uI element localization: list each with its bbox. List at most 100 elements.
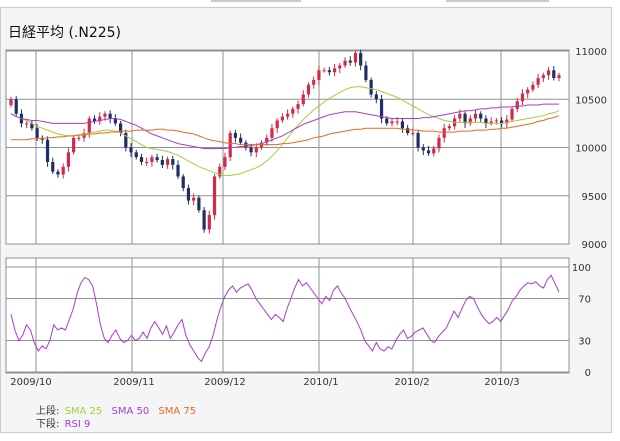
candle-body [520,93,525,102]
candle-body [124,133,128,148]
candle-body [35,128,39,138]
legend-upper-label: 上段: [36,406,60,417]
candle-body [186,188,191,201]
candle-body [322,70,326,72]
legend-lower-label: 下段: [36,419,60,430]
candle-body [45,139,50,162]
legend-upper-row: 上段: SMA 25 SMA 50 SMA 75 [36,405,196,418]
candle-body [312,79,316,85]
candle-body [113,118,117,124]
candle-body [249,147,253,153]
candle-body [400,121,405,129]
candle-body [531,84,535,90]
sma50-line [10,103,559,149]
candle-body [390,121,394,124]
rsi-y-tick-label: 0 [585,368,591,379]
candle-body [426,150,431,154]
candle-body [291,108,295,114]
rsi-y-tick-label: 30 [578,337,591,348]
candlestick-series [9,49,561,234]
candle-body [176,164,180,177]
x-tick-label: 2010/3 [484,377,519,388]
rsi9-line [10,274,560,363]
price-grid [5,50,570,245]
chart-svg: 9000 9500 10000 10500 11000 0 30 70 100 2009/10… [5,47,607,388]
candle-body [327,70,331,73]
rsi-series [10,274,560,363]
candle-body [197,197,201,211]
candle-body [301,94,305,105]
price-y-tick-label: 9500 [582,192,607,203]
candle-body [61,166,65,175]
candle-body [499,120,504,124]
candle-body [25,123,29,125]
candle-body [348,60,352,63]
candle-body [139,157,144,162]
candle-body [468,118,472,124]
candle-body [395,121,399,123]
candle-body [458,113,462,119]
candle-body [254,147,258,153]
candle-body [270,128,274,138]
rsi-y-tick-label: 70 [578,295,591,306]
price-y-ticks: 9000 9500 10000 10500 11000 [575,47,607,251]
candle-body [150,157,154,162]
candle-body [379,99,384,119]
top-edge-tab [211,0,301,2]
candle-body [432,148,436,154]
candle-body [306,84,311,95]
x-ticks: 2009/10 2009/11 2009/12 2010/1 2010/2 2010/3 [10,377,519,388]
candle-body [92,118,97,122]
x-tick-label: 2009/11 [113,377,155,388]
candle-body [510,108,514,120]
candle-body [546,70,551,76]
legend-rsi9: RSI 9 [64,419,91,430]
candle-body [473,113,478,119]
candle-body [364,65,368,80]
chart-frame: 日経平均 (.N225) 9000 9500 10000 10500 11000 0 30… [0,7,612,433]
candle-body [332,68,337,73]
candle-body [145,161,149,163]
candle-body [192,197,196,201]
candle-body [9,99,13,106]
candle-body [108,113,112,119]
candle-body [421,147,425,151]
candle-body [411,133,415,135]
x-tick-label: 2010/1 [303,377,338,388]
candle-body [72,137,76,153]
candle-body [51,161,55,172]
legend: 上段: SMA 25 SMA 50 SMA 75 下段: RSI 9 [36,405,196,431]
candle-body [212,176,217,216]
price-y-tick-label: 10000 [575,144,607,155]
price-y-tick-label: 11000 [575,47,607,58]
candle-body [171,159,175,165]
rsi-y-ticks: 0 30 70 100 [572,263,591,379]
x-tick-label: 2009/12 [204,377,246,388]
candle-body [353,52,358,63]
candle-body [541,75,545,79]
top-edge-tab [446,0,549,2]
candle-body [442,128,446,138]
candle-body [87,118,91,134]
candle-body [505,119,509,124]
candle-body [489,121,493,124]
candle-body [479,113,483,119]
candle-body [119,123,123,134]
candle-body [359,52,363,66]
candle-body [526,89,530,94]
rsi-y-tick-label: 100 [572,263,591,274]
candle-body [484,118,488,124]
candle-body [202,210,206,230]
candle-body [447,126,451,129]
candle-body [223,157,227,167]
price-y-tick-label: 10500 [575,95,607,106]
candle-body [239,137,243,143]
legend-sma75: SMA 75 [158,406,197,417]
candle-body [207,215,211,230]
candle-body [536,78,540,85]
candle-body [165,159,170,165]
candle-body [129,147,133,153]
legend-lower-row: 下段: RSI 9 [36,418,196,431]
candle-body [286,113,290,117]
sma25-line [10,86,560,176]
